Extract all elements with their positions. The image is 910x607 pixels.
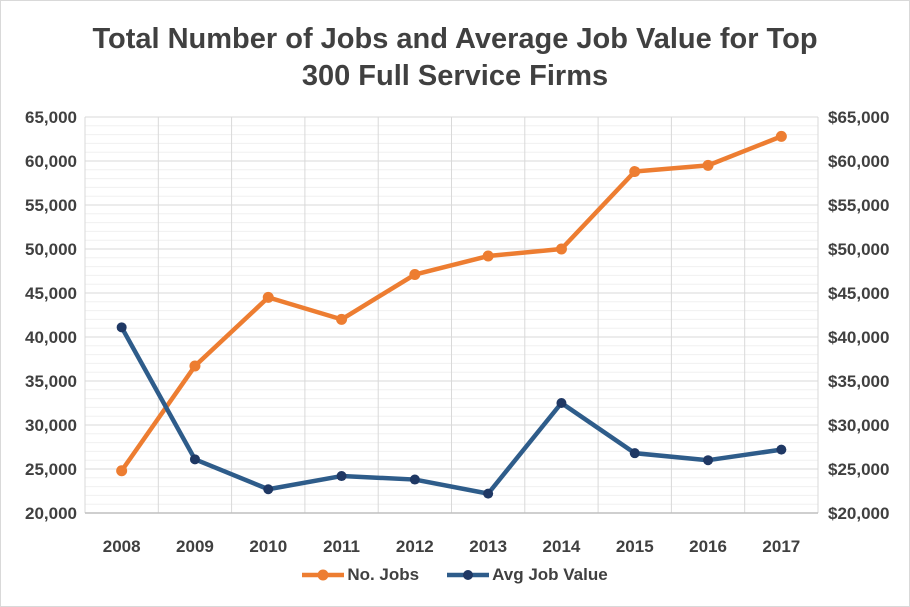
x-axis-tick-label: 2012 [396, 537, 434, 556]
left-axis-tick-label: 45,000 [25, 284, 77, 303]
x-axis-tick-label: 2009 [176, 537, 214, 556]
no-jobs-line-marker-icon [302, 569, 345, 581]
right-axis-tick-label: $30,000 [828, 416, 889, 435]
avg-job-value-line-marker-icon [447, 570, 490, 580]
left-axis-tick-label: 65,000 [25, 108, 77, 127]
x-axis-tick-label: 2015 [616, 537, 654, 556]
series-line-no-jobs [119, 134, 784, 474]
left-axis-tick-label: 40,000 [25, 328, 77, 347]
x-axis-tick-label: 2014 [543, 537, 581, 556]
chart-title-line-2: 300 Full Service Firms [301, 60, 609, 92]
right-axis-tick-label: $55,000 [828, 196, 889, 215]
data-point-marker-2014 [555, 243, 567, 255]
x-axis-tick-label: 2016 [689, 537, 727, 556]
left-axis-tick-label: 60,000 [25, 152, 77, 171]
data-point-marker-2015 [629, 448, 640, 459]
right-axis-tick-label: $45,000 [828, 284, 889, 303]
data-point-marker-2015 [629, 166, 641, 178]
right-axis-tick-label: $20,000 [828, 504, 889, 523]
data-point-marker-2012 [409, 269, 421, 281]
data-point-marker-2013 [482, 250, 494, 262]
legend-label-avg-job-value: Avg Job Value [492, 565, 608, 584]
x-axis-tick-label: 2008 [103, 537, 141, 556]
legend-item-no-jobs: No. Jobs [302, 565, 419, 585]
left-axis-tick-label: 25,000 [25, 460, 77, 479]
left-axis-tick-label: 55,000 [25, 196, 77, 215]
data-point-marker-2011 [336, 471, 347, 482]
legend: No. Jobs Avg Job Value [1, 565, 909, 585]
right-axis-tick-label: $50,000 [828, 240, 889, 259]
data-point-marker-2010 [262, 291, 274, 303]
data-point-marker-2012 [409, 474, 420, 485]
data-point-marker-2017 [776, 444, 787, 455]
data-point-marker-2009 [189, 360, 201, 372]
right-axis-tick-label: $35,000 [828, 372, 889, 391]
right-axis-tick-label: $40,000 [828, 328, 889, 347]
x-axis-tick-label: 2010 [249, 537, 287, 556]
right-axis-tick-label: $65,000 [828, 108, 889, 127]
series-line-avg-job-value [119, 325, 784, 496]
x-axis-tick-label: 2017 [762, 537, 800, 556]
right-axis-tick-label: $25,000 [828, 460, 889, 479]
data-point-marker-2014 [556, 398, 567, 408]
chart-title-line-1: Total Number of Jobs and Average Job Val… [92, 23, 818, 55]
data-point-marker-2011 [336, 313, 348, 325]
left-axis-tick-label: 20,000 [25, 504, 77, 523]
left-axis-tick-label: 30,000 [25, 416, 77, 435]
left-axis-tick-label: 50,000 [25, 240, 77, 259]
data-point-marker-2009 [189, 454, 200, 465]
data-point-marker-2013 [483, 488, 494, 499]
x-axis-tick-label: 2011 [323, 537, 360, 556]
legend-item-avg-job-value: Avg Job Value [447, 565, 608, 585]
data-point-marker-2010 [263, 484, 274, 495]
data-point-marker-2008 [116, 322, 127, 333]
legend-label-no-jobs: No. Jobs [347, 565, 420, 584]
data-point-marker-2008 [116, 465, 128, 477]
chart-title: Total Number of Jobs and Average Job Val… [1, 21, 909, 95]
right-axis-tick-label: $60,000 [828, 152, 889, 171]
data-point-marker-2016 [702, 159, 714, 171]
left-axis-tick-label: 35,000 [25, 372, 77, 391]
data-point-marker-2016 [703, 455, 714, 466]
x-axis-tick-label: 2013 [469, 537, 507, 556]
data-point-marker-2017 [775, 130, 787, 142]
